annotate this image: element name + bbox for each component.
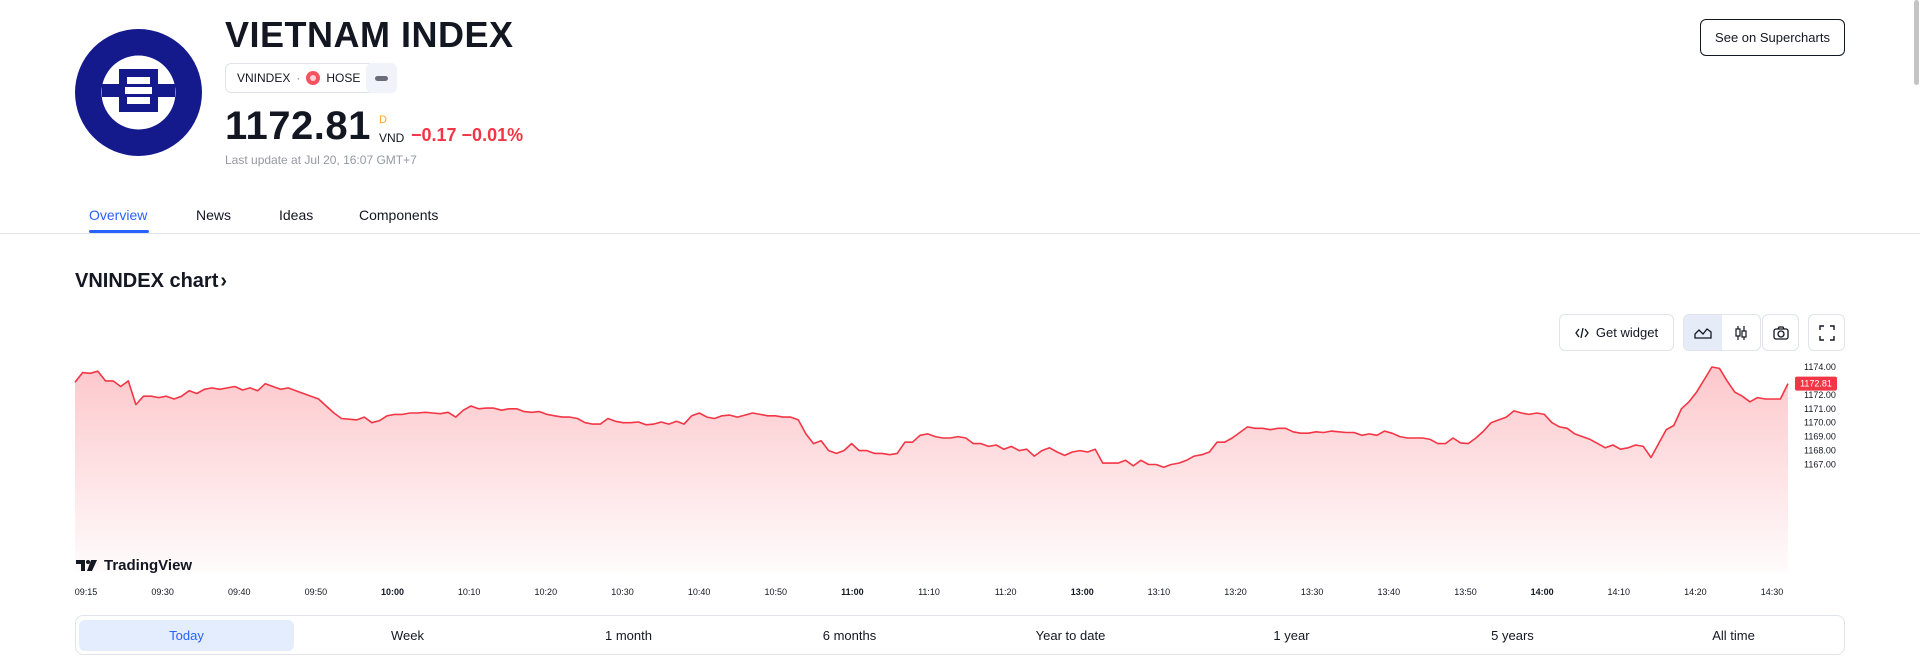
candles-icon <box>1735 325 1747 340</box>
x-tick-label: 10:50 <box>764 587 787 597</box>
price-chart[interactable]: 1174.001173.001172.001171.001170.001169.… <box>0 350 1920 610</box>
chart-title-text: VNINDEX chart <box>75 270 219 292</box>
get-widget-label: Get widget <box>1595 325 1659 340</box>
last-price-label: 1172.81 <box>1800 379 1832 389</box>
vnindex-logo <box>75 29 202 156</box>
tradingview-logo-icon <box>76 560 97 571</box>
fullscreen-icon <box>1818 324 1835 341</box>
x-tick-label: 09:40 <box>228 587 251 597</box>
x-tick-label: 11:10 <box>918 587 940 597</box>
tab-bar: Overview News Ideas Components <box>0 200 1920 234</box>
range-today[interactable]: Today <box>79 620 294 651</box>
y-tick-label: 1170.00 <box>1804 418 1836 428</box>
x-tick-label: 11:20 <box>995 587 1017 597</box>
symbol-chip[interactable]: VNINDEX · HOSE <box>225 63 375 93</box>
chevron-right-icon: › <box>220 270 228 292</box>
y-tick-label: 1172.00 <box>1804 390 1836 400</box>
see-on-supercharts-button[interactable]: See on Supercharts <box>1700 19 1845 56</box>
page-title: VIETNAM INDEX <box>225 14 514 55</box>
tab-components[interactable]: Components <box>359 207 439 223</box>
area-style-button[interactable] <box>1684 315 1722 350</box>
x-tick-label: 11:00 <box>841 587 864 597</box>
tradingview-brand[interactable]: TradingView <box>76 557 192 574</box>
code-icon <box>1575 327 1589 338</box>
tab-news[interactable]: News <box>196 207 232 223</box>
y-tick-label: 1167.00 <box>1804 460 1836 470</box>
range-year-to-date[interactable]: Year to date <box>1035 628 1106 643</box>
price-currency: VND <box>379 131 405 145</box>
exchange-label: HOSE <box>326 71 361 85</box>
tab-ideas[interactable]: Ideas <box>279 207 314 223</box>
camera-icon <box>1772 325 1789 340</box>
x-tick-label: 09:15 <box>75 587 98 597</box>
dash-icon <box>375 75 388 81</box>
logo-mark-icon <box>101 55 176 130</box>
x-tick-label: 10:10 <box>458 587 481 597</box>
series-line <box>74 366 1789 469</box>
x-tick-label: 13:50 <box>1454 587 1477 597</box>
get-widget-button[interactable]: Get widget <box>1559 314 1674 351</box>
snapshot-button[interactable] <box>1762 314 1799 351</box>
range-selector: Today Week 1 month 6 months Year to date… <box>75 615 1845 655</box>
chart-area[interactable]: 1174.001173.001172.001171.001170.001169.… <box>0 350 1920 610</box>
x-tick-label: 09:30 <box>151 587 174 597</box>
x-tick-label: 10:40 <box>688 587 711 597</box>
x-tick-label: 09:50 <box>305 587 328 597</box>
area-fill <box>75 367 1788 572</box>
y-tick-label: 1168.00 <box>1804 446 1836 456</box>
separator-dot: · <box>296 71 301 85</box>
x-tick-label: 10:20 <box>535 587 558 597</box>
range-6-months[interactable]: 6 months <box>822 628 877 643</box>
price-change: −0.17 −0.01% <box>411 125 524 145</box>
x-tick-label: 10:00 <box>381 587 404 597</box>
x-tick-label: 14:20 <box>1684 587 1707 597</box>
more-options-button[interactable] <box>366 63 397 93</box>
last-update: Last update at Jul 20, 16:07 GMT+7 <box>225 153 417 167</box>
symbol-label: VNINDEX <box>237 71 291 85</box>
x-tick-label: 14:30 <box>1761 587 1784 597</box>
fullscreen-button[interactable] <box>1808 314 1845 351</box>
exchange-icon <box>306 71 321 85</box>
active-tab-indicator <box>89 230 149 233</box>
page-scrollbar[interactable] <box>1914 0 1919 85</box>
x-tick-label: 13:20 <box>1224 587 1247 597</box>
x-tick-label: 13:40 <box>1378 587 1401 597</box>
x-tick-label: 13:10 <box>1148 587 1171 597</box>
y-tick-label: 1171.00 <box>1804 404 1836 414</box>
range-5-years[interactable]: 5 years <box>1491 628 1534 643</box>
range-1-month[interactable]: 1 month <box>605 628 652 643</box>
range-week[interactable]: Week <box>391 628 424 643</box>
range-all-time[interactable]: All time <box>1712 628 1755 643</box>
chart-section-title[interactable]: VNINDEX chart › <box>75 270 227 293</box>
chart-style-toggle <box>1683 314 1761 351</box>
tab-overview[interactable]: Overview <box>89 207 148 223</box>
price-value: 1172.81 <box>225 104 371 148</box>
x-tick-label: 14:10 <box>1607 587 1630 597</box>
x-tick-label: 14:00 <box>1531 587 1554 597</box>
range-1-year[interactable]: 1 year <box>1273 628 1310 643</box>
candles-style-button[interactable] <box>1722 315 1760 350</box>
x-tick-label: 10:30 <box>611 587 634 597</box>
area-chart-icon <box>1694 327 1712 339</box>
x-tick-label: 13:30 <box>1301 587 1324 597</box>
y-tick-label: 1174.00 <box>1804 362 1836 372</box>
y-tick-label: 1169.00 <box>1804 432 1836 442</box>
price-flag: D <box>379 114 387 126</box>
x-tick-label: 13:00 <box>1071 587 1094 597</box>
last-price-tag <box>1795 376 1837 391</box>
tradingview-label: TradingView <box>104 557 193 574</box>
